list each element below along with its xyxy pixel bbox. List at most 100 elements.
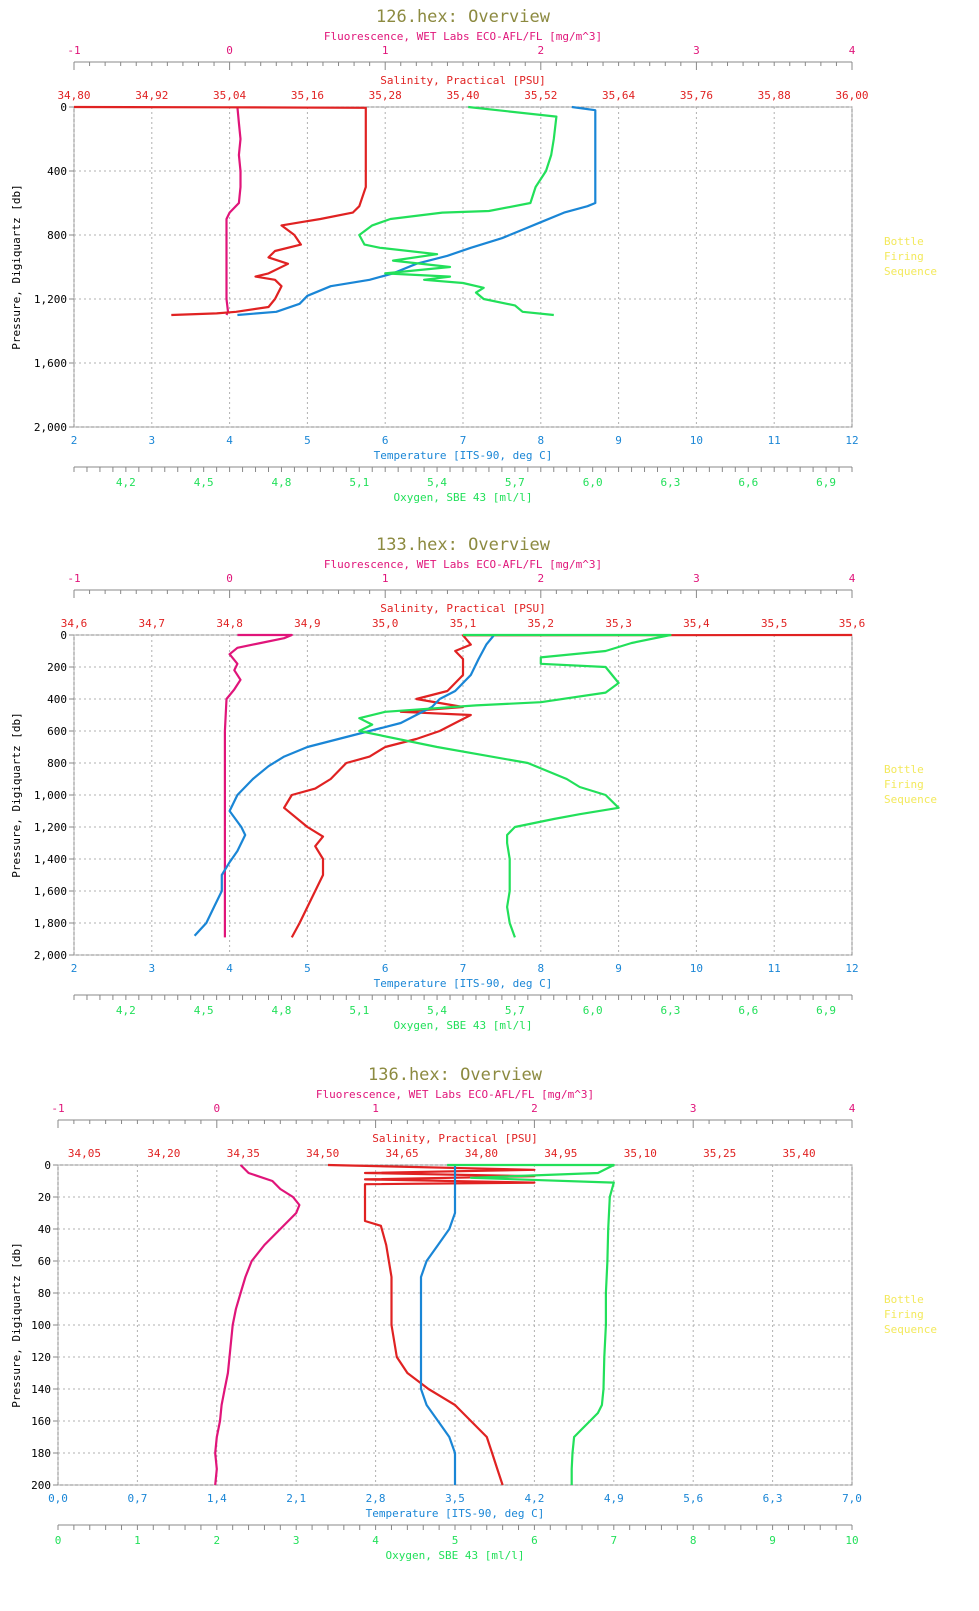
salinity-tick-label: 34,50 [306, 1147, 339, 1160]
oxygen-tick-label: 4,5 [194, 476, 214, 489]
pressure-tick-label: 200 [31, 1479, 51, 1492]
fluorescence-tick-label: 4 [849, 44, 856, 57]
bottle-firing-note: Sequence [884, 1323, 937, 1336]
salinity-axis-label: Salinity, Practical [PSU] [380, 74, 546, 87]
oxygen-tick-label: 9 [769, 1534, 776, 1547]
oxygen-tick-label: 4,5 [194, 1004, 214, 1017]
oxygen-tick-label: 6,9 [816, 476, 836, 489]
oxygen-tick-label: 5,7 [505, 476, 525, 489]
fluorescence-tick-label: 0 [213, 1102, 220, 1115]
salinity-tick-label: 34,92 [135, 89, 168, 102]
oxygen-tick-label: 6,6 [738, 1004, 758, 1017]
oxygen-tick-label: 6,0 [583, 476, 603, 489]
oxygen-tick-label: 4,2 [116, 476, 136, 489]
bottle-firing-note: Bottle [884, 763, 924, 776]
salinity-tick-label: 35,16 [291, 89, 324, 102]
temperature-tick-label: 11 [768, 962, 781, 975]
fluorescence-tick-label: 1 [372, 1102, 379, 1115]
oxygen-tick-label: 6,3 [661, 476, 681, 489]
series-line-salinity [283, 633, 853, 938]
fluorescence-tick-label: -1 [51, 1102, 64, 1115]
series-line-oxygen [447, 1163, 615, 1485]
pressure-tick-label: 2,000 [34, 949, 67, 962]
temperature-tick-label: 2 [71, 434, 78, 447]
pressure-tick-label: 1,600 [34, 357, 67, 370]
salinity-tick-label: 34,20 [147, 1147, 180, 1160]
salinity-tick-label: 35,64 [602, 89, 635, 102]
salinity-tick-label: 34,8 [216, 617, 243, 630]
salinity-tick-label: 34,35 [227, 1147, 260, 1160]
oxygen-tick-label: 5 [452, 1534, 459, 1547]
pressure-axis-label: Pressure, Digiquartz [db] [10, 1242, 23, 1408]
salinity-tick-label: 34,65 [386, 1147, 419, 1160]
oxygen-tick-label: 5,4 [427, 1004, 447, 1017]
fluorescence-tick-label: 1 [382, 572, 389, 585]
pressure-tick-label: 80 [38, 1287, 51, 1300]
series-line-fluorescence [225, 106, 242, 316]
bottle-firing-note: Bottle [884, 1293, 924, 1306]
temperature-tick-label: 1,4 [207, 1492, 227, 1505]
series-line-temperature [237, 105, 597, 317]
oxygen-tick-label: 6,6 [738, 476, 758, 489]
fluorescence-axis-label: Fluorescence, WET Labs ECO-AFL/FL [mg/m^… [324, 30, 602, 43]
pressure-axis-label: Pressure, Digiquartz [db] [10, 712, 23, 878]
pressure-tick-label: 200 [47, 661, 67, 674]
temperature-tick-label: 0,0 [48, 1492, 68, 1505]
fluorescence-tick-label: 3 [693, 572, 700, 585]
oxygen-tick-label: 6,0 [583, 1004, 603, 1017]
oxygen-axis-label: Oxygen, SBE 43 [ml/l] [393, 1019, 532, 1032]
temperature-axis-label: Temperature [ITS-90, deg C] [366, 1507, 545, 1520]
series-line-temperature [419, 1165, 457, 1485]
oxygen-tick-label: 7 [610, 1534, 617, 1547]
oxygen-tick-label: 3 [293, 1534, 300, 1547]
series-line-temperature [193, 634, 495, 937]
oxygen-tick-label: 5,1 [349, 476, 369, 489]
salinity-tick-label: 35,3 [605, 617, 632, 630]
oxygen-tick-label: 5,1 [349, 1004, 369, 1017]
temperature-tick-label: 3 [148, 962, 155, 975]
temperature-tick-label: 5 [304, 962, 311, 975]
salinity-tick-label: 34,80 [57, 89, 90, 102]
pressure-tick-label: 140 [31, 1383, 51, 1396]
temperature-tick-label: 8 [537, 962, 544, 975]
pressure-tick-label: 1,800 [34, 917, 67, 930]
fluorescence-axis-label: Fluorescence, WET Labs ECO-AFL/FL [mg/m^… [316, 1088, 594, 1101]
oxygen-tick-label: 4 [372, 1534, 379, 1547]
oxygen-tick-label: 2 [213, 1534, 220, 1547]
salinity-tick-label: 35,40 [783, 1147, 816, 1160]
oxygen-tick-label: 6,9 [816, 1004, 836, 1017]
temperature-tick-label: 6 [382, 962, 389, 975]
temperature-tick-label: 5 [304, 434, 311, 447]
salinity-tick-label: 35,04 [213, 89, 246, 102]
temperature-tick-label: 4 [226, 962, 233, 975]
salinity-tick-label: 35,6 [839, 617, 866, 630]
series-line-fluorescence [223, 633, 293, 938]
fluorescence-tick-label: 0 [226, 44, 233, 57]
temperature-tick-label: 4,2 [524, 1492, 544, 1505]
oxygen-tick-label: 10 [845, 1534, 858, 1547]
salinity-tick-label: 34,05 [68, 1147, 101, 1160]
temperature-tick-label: 10 [690, 434, 703, 447]
pressure-axis-label: Pressure, Digiquartz [db] [10, 184, 23, 350]
temperature-tick-label: 7 [460, 962, 467, 975]
fluorescence-tick-label: 3 [690, 1102, 697, 1115]
bottle-firing-note: Sequence [884, 793, 937, 806]
series-line-fluorescence [214, 1164, 301, 1486]
fluorescence-tick-label: -1 [67, 44, 80, 57]
oxygen-tick-label: 8 [690, 1534, 697, 1547]
pressure-tick-label: 1,600 [34, 885, 67, 898]
series-line-oxygen [358, 633, 672, 938]
fluorescence-tick-label: 4 [849, 1102, 856, 1115]
bottle-firing-note: Firing [884, 1308, 924, 1321]
salinity-tick-label: 34,80 [465, 1147, 498, 1160]
temperature-tick-label: 2 [71, 962, 78, 975]
salinity-tick-label: 35,76 [680, 89, 713, 102]
chart-title: 133.hex: Overview [376, 535, 551, 555]
temperature-tick-label: 8 [537, 434, 544, 447]
pressure-tick-label: 400 [47, 693, 67, 706]
salinity-tick-label: 35,28 [369, 89, 402, 102]
temperature-tick-label: 12 [845, 962, 858, 975]
pressure-tick-label: 1,200 [34, 293, 67, 306]
bottle-firing-note: Firing [884, 778, 924, 791]
pressure-tick-label: 40 [38, 1223, 51, 1236]
